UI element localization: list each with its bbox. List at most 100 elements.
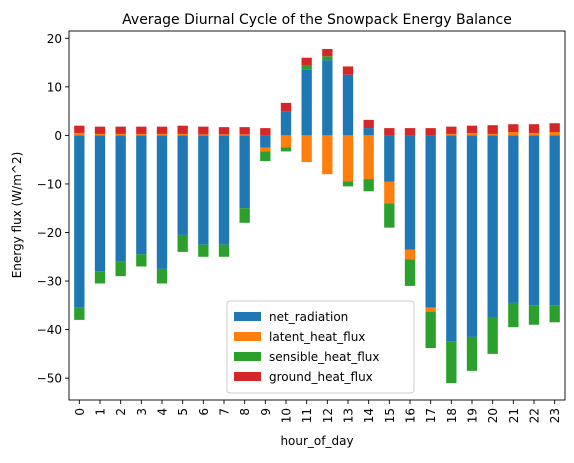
bar-sensible-heat-flux-10 <box>280 147 292 152</box>
bar-ground-heat-flux-4 <box>156 126 168 134</box>
bar-sensible-heat-flux-15 <box>384 203 395 228</box>
bar-sensible-heat-flux-23 <box>549 305 560 323</box>
bar-ground-heat-flux-8 <box>239 127 250 135</box>
bar-latent-heat-flux-20 <box>487 133 498 136</box>
x-tick-label: 19 <box>466 408 480 423</box>
bar-latent-heat-flux-12 <box>322 135 333 175</box>
bar-sensible-heat-flux-1 <box>94 271 106 284</box>
bar-latent-heat-flux-10 <box>280 135 292 148</box>
bar-ground-heat-flux-1 <box>94 126 106 134</box>
bar-net-radiation-17 <box>425 135 436 308</box>
bar-net-radiation-4 <box>156 135 168 269</box>
bar-latent-heat-flux-19 <box>466 132 478 136</box>
bar-sensible-heat-flux-16 <box>404 259 416 286</box>
bar-latent-heat-flux-21 <box>508 131 519 136</box>
bar-net-radiation-1 <box>94 135 106 272</box>
bar-net-radiation-20 <box>487 135 498 318</box>
y-tick-label: −40 <box>37 323 62 337</box>
bar-sensible-heat-flux-0 <box>74 307 85 320</box>
x-tick-label: 3 <box>135 408 149 416</box>
bar-latent-heat-flux-14 <box>363 135 374 180</box>
bar-net-radiation-7 <box>218 135 230 245</box>
x-tick-label: 2 <box>114 408 128 416</box>
x-tick-label: 22 <box>528 408 542 423</box>
bar-latent-heat-flux-5 <box>177 133 188 136</box>
bar-net-radiation-14 <box>363 128 374 136</box>
x-tick-label: 1 <box>94 408 108 416</box>
legend-swatch-sensible-heat-flux <box>234 352 261 361</box>
bar-latent-heat-flux-15 <box>384 181 395 204</box>
y-axis: 20 10 0 −10 −20 −30 −40 −50 <box>37 32 69 386</box>
x-axis-label: hour_of_day <box>280 434 353 448</box>
bar-latent-heat-flux-3 <box>136 133 147 136</box>
bar-net-radiation-12 <box>322 60 333 136</box>
bar-ground-heat-flux-23 <box>549 123 560 132</box>
x-tick-label: 9 <box>259 408 273 416</box>
y-tick-label: 10 <box>47 80 62 94</box>
bar-latent-heat-flux-7 <box>218 134 230 136</box>
bar-ground-heat-flux-16 <box>404 128 416 136</box>
legend-label-latent-heat-flux: latent_heat_flux <box>269 330 365 344</box>
bar-latent-heat-flux-22 <box>528 132 540 136</box>
plot-frame <box>68 30 566 401</box>
y-tick-label: −10 <box>37 177 62 191</box>
legend: net_radiation latent_heat_flux sensible_he… <box>226 300 415 394</box>
bar-sensible-heat-flux-22 <box>528 305 540 325</box>
x-tick-label: 21 <box>507 408 521 423</box>
bar-net-radiation-10 <box>280 111 292 136</box>
y-tick-label: 0 <box>54 129 62 143</box>
bar-ground-heat-flux-18 <box>446 126 457 134</box>
bar-sensible-heat-flux-20 <box>487 317 498 354</box>
legend-swatch-ground-heat-flux <box>234 372 261 381</box>
x-tick-label: 17 <box>424 408 438 423</box>
bar-ground-heat-flux-15 <box>384 128 395 136</box>
x-tick-label: 0 <box>73 408 87 416</box>
bar-net-radiation-9 <box>260 135 271 148</box>
x-tick-label: 6 <box>197 408 211 416</box>
bar-ground-heat-flux-20 <box>487 125 498 134</box>
x-tick-label: 11 <box>300 408 314 423</box>
y-tick-label: −50 <box>37 372 62 386</box>
bar-net-radiation-19 <box>466 135 478 337</box>
bar-latent-heat-flux-4 <box>156 133 168 136</box>
bar-latent-heat-flux-23 <box>549 131 560 136</box>
bar-latent-heat-flux-16 <box>404 249 416 260</box>
bar-ground-heat-flux-10 <box>280 102 292 112</box>
bar-sensible-heat-flux-12 <box>322 56 333 61</box>
bar-latent-heat-flux-2 <box>115 133 126 136</box>
x-tick-label: 7 <box>218 408 232 416</box>
bar-sensible-heat-flux-4 <box>156 268 168 284</box>
bar-ground-heat-flux-9 <box>260 128 271 136</box>
bar-ground-heat-flux-21 <box>508 124 519 132</box>
bar-net-radiation-5 <box>177 135 188 235</box>
bar-latent-heat-flux-8 <box>239 134 250 136</box>
y-tick-label: −30 <box>37 275 62 289</box>
x-tick-label: 15 <box>383 408 397 423</box>
legend-box <box>226 300 415 394</box>
bar-latent-heat-flux-13 <box>342 135 354 182</box>
bar-net-radiation-21 <box>508 135 519 303</box>
bar-sensible-heat-flux-18 <box>446 341 457 384</box>
bar-ground-heat-flux-17 <box>425 128 436 136</box>
bar-sensible-heat-flux-21 <box>508 302 519 328</box>
bar-net-radiation-0 <box>74 135 85 308</box>
x-tick-label: 8 <box>238 408 252 416</box>
bar-sensible-heat-flux-11 <box>301 64 312 70</box>
bar-ground-heat-flux-12 <box>322 48 333 57</box>
x-tick-label: 12 <box>321 408 335 423</box>
x-axis: 0 1 2 3 4 5 6 7 8 9 10 11 12 13 14 15 16 17 18 19 20 21 22 23 <box>73 400 562 423</box>
x-tick-label: 14 <box>362 408 376 423</box>
x-tick-label: 23 <box>548 408 562 423</box>
bar-sensible-heat-flux-6 <box>198 244 209 257</box>
bar-net-radiation-16 <box>404 135 416 250</box>
bar-latent-heat-flux-17 <box>425 307 436 312</box>
y-tick-label: 20 <box>47 32 62 46</box>
x-tick-label: 16 <box>404 408 418 423</box>
bar-net-radiation-6 <box>198 135 209 245</box>
bar-sensible-heat-flux-7 <box>218 244 230 257</box>
bar-net-radiation-15 <box>384 135 395 182</box>
x-tick-label: 18 <box>445 408 459 423</box>
bar-ground-heat-flux-6 <box>198 126 209 135</box>
bar-latent-heat-flux-1 <box>94 133 106 136</box>
